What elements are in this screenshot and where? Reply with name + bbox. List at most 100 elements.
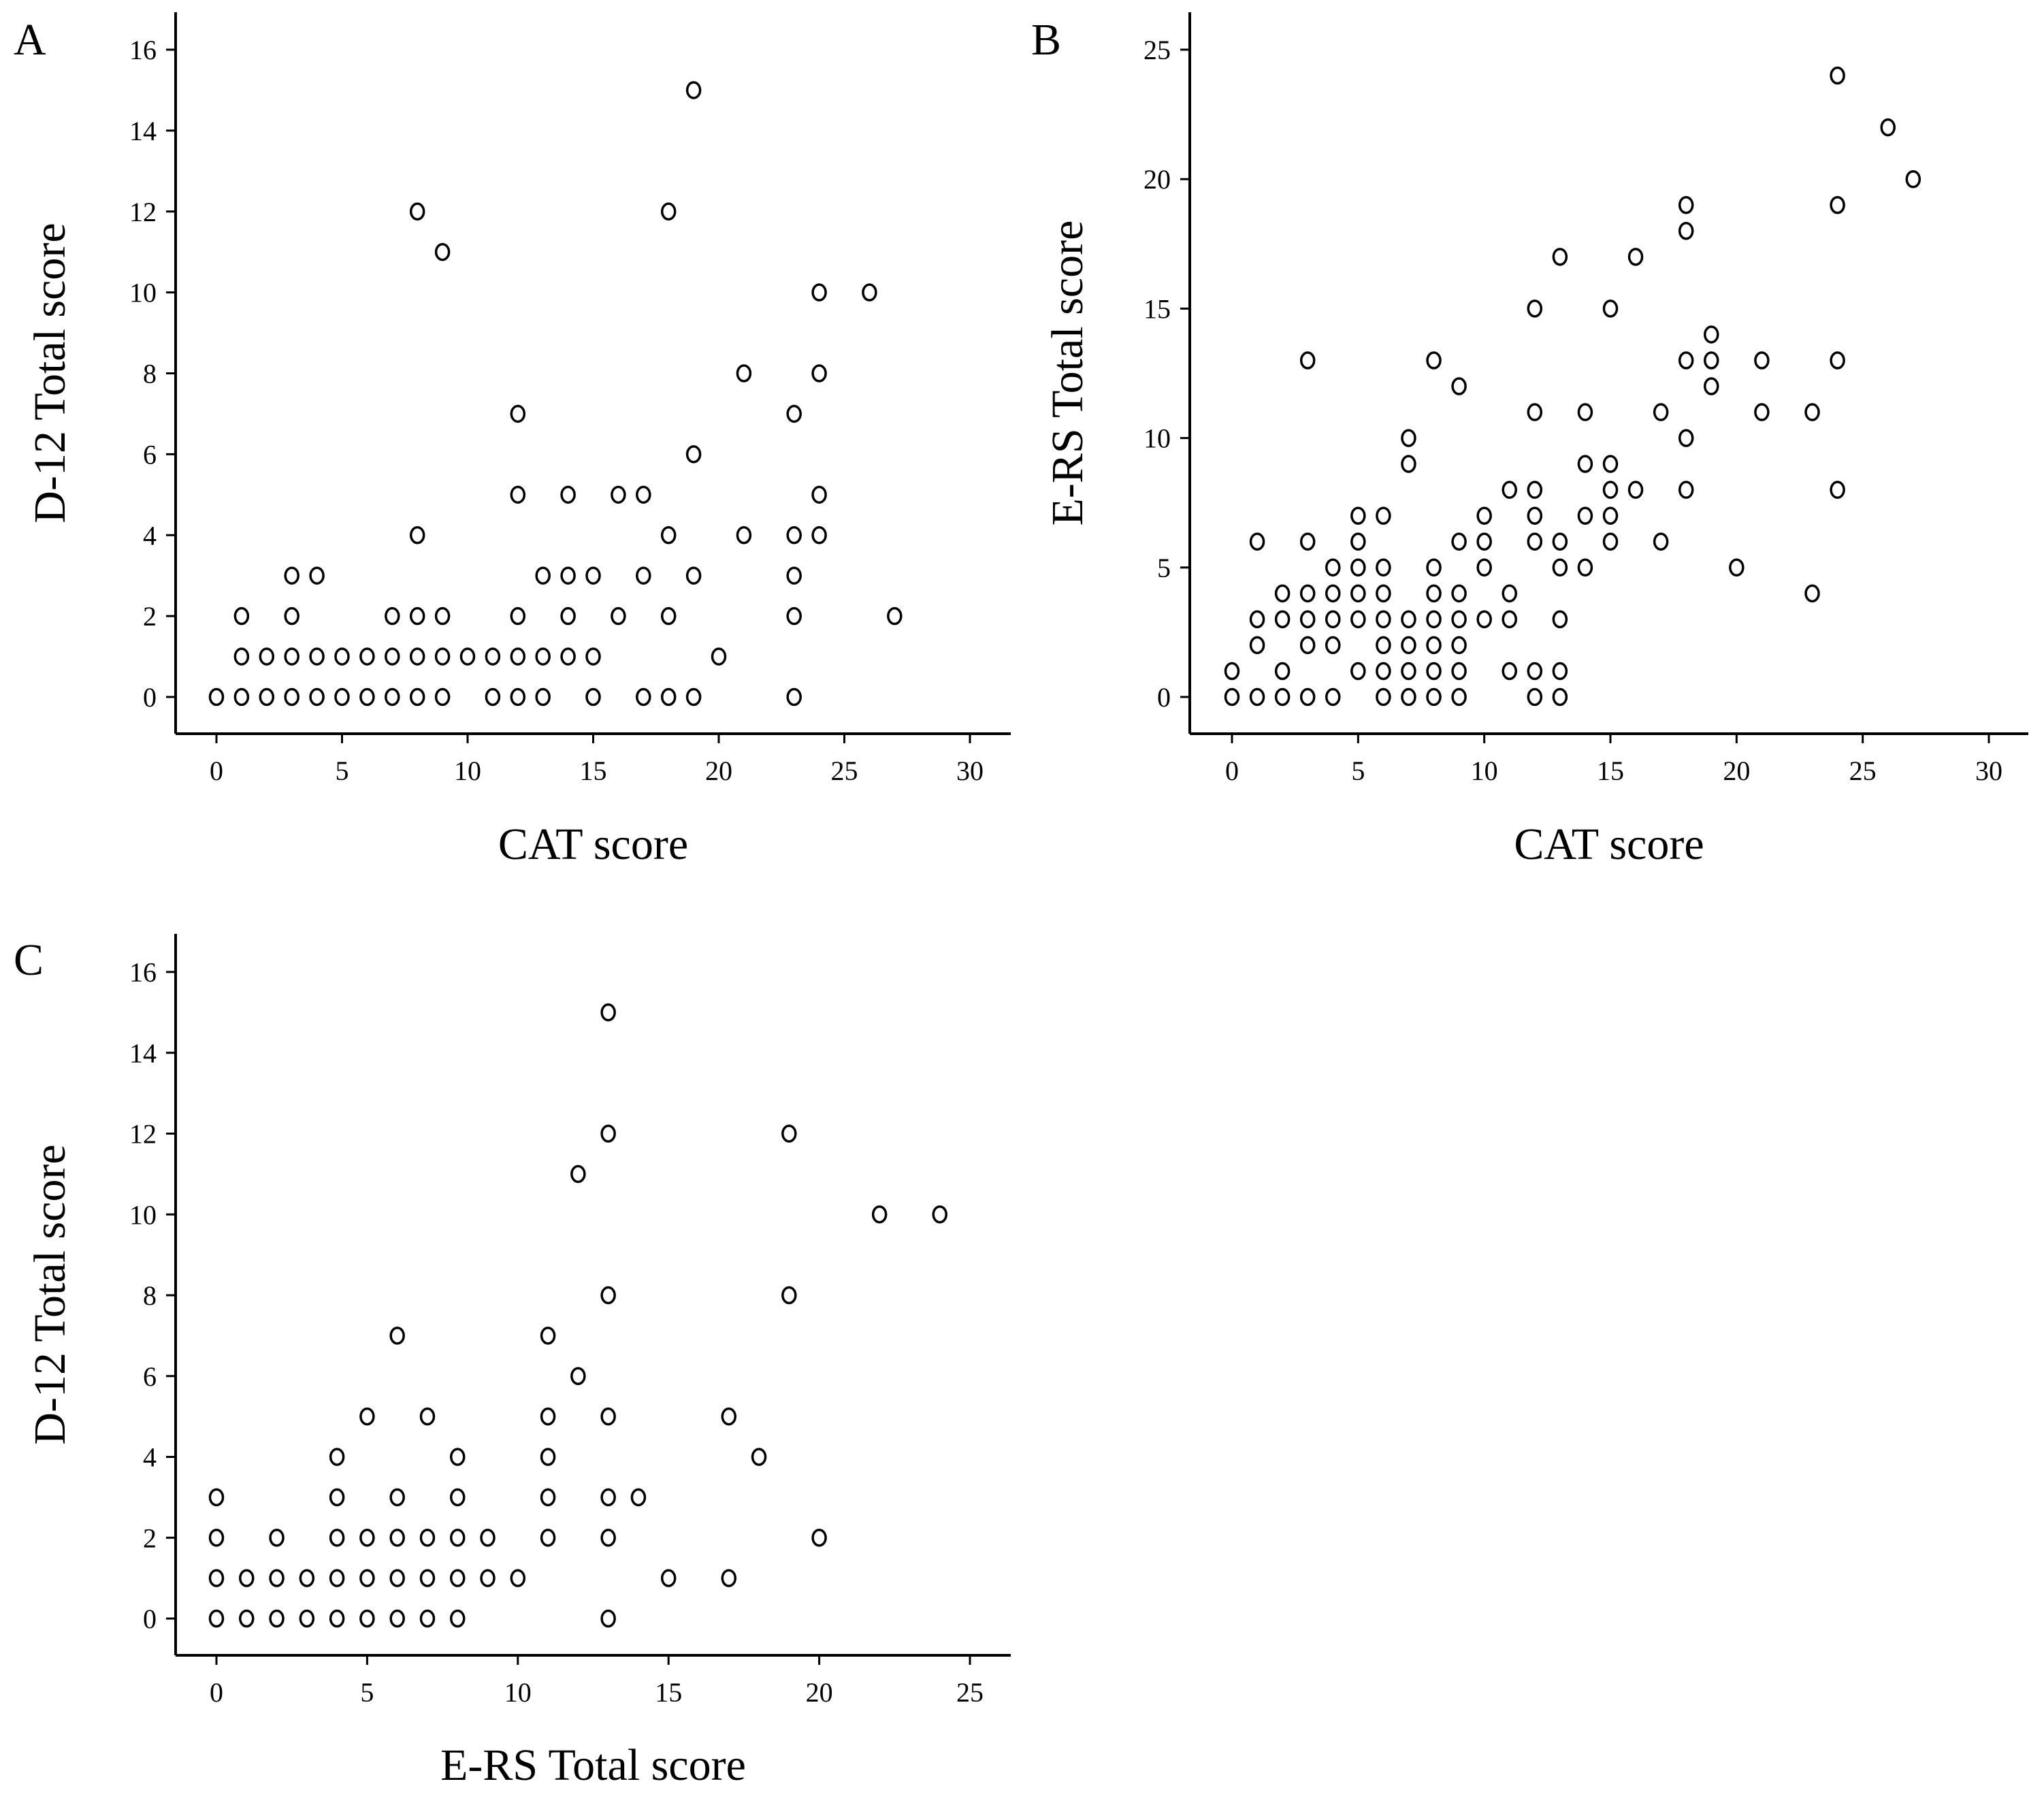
data-point xyxy=(1830,66,1845,85)
data-point xyxy=(1527,687,1543,706)
data-point xyxy=(510,485,526,504)
y-tick-label: 14 xyxy=(129,116,157,146)
y-tick-label: 6 xyxy=(143,1361,157,1392)
data-point xyxy=(239,1569,255,1587)
data-point xyxy=(1249,610,1265,629)
data-point xyxy=(600,1286,616,1305)
y-tick-label: 2 xyxy=(143,601,157,632)
data-point xyxy=(1502,481,1517,499)
y-tick-label: 12 xyxy=(129,197,157,227)
data-point xyxy=(1754,403,1770,421)
data-point xyxy=(1678,222,1694,240)
data-point xyxy=(449,1569,466,1587)
data-point xyxy=(1804,403,1820,421)
data-point xyxy=(560,485,576,504)
data-point xyxy=(721,1569,737,1587)
data-point xyxy=(510,1569,526,1587)
data-point xyxy=(389,1488,405,1507)
x-axis-title: E-RS Total score xyxy=(440,1740,746,1790)
data-point xyxy=(600,1407,616,1426)
y-tick-label: 0 xyxy=(143,1604,157,1634)
data-point xyxy=(1299,532,1316,551)
data-point xyxy=(887,606,903,626)
data-point xyxy=(540,1529,556,1547)
data-point xyxy=(660,526,677,545)
data-point xyxy=(1527,532,1543,551)
data-point xyxy=(299,1609,315,1628)
scatter-panel: 0 5 10 15 20 25 30 0 5 10 15 20 25 CAT score E-RS Tota… xyxy=(1031,12,2028,869)
y-tick-label: 5 xyxy=(1157,553,1171,583)
data-point xyxy=(359,1529,375,1547)
data-point xyxy=(510,647,526,666)
data-point xyxy=(1451,377,1467,395)
panel-label: B xyxy=(1031,15,1061,65)
data-point xyxy=(862,283,877,302)
data-point xyxy=(208,1609,225,1628)
data-point xyxy=(636,566,651,585)
data-point xyxy=(1224,687,1240,706)
data-point xyxy=(1426,687,1442,706)
y-tick-label: 10 xyxy=(129,278,157,308)
data-point xyxy=(685,445,702,464)
data-point xyxy=(540,1448,556,1466)
data-point xyxy=(1678,481,1694,499)
x-tick-label: 20 xyxy=(806,1677,833,1708)
data-point xyxy=(1376,687,1391,706)
data-point xyxy=(636,485,651,504)
data-point xyxy=(1325,584,1341,603)
data-point xyxy=(409,526,425,545)
y-tick-label: 0 xyxy=(143,682,157,713)
data-point xyxy=(1299,687,1316,706)
y-tick-label: 15 xyxy=(1143,293,1171,324)
data-point xyxy=(1577,455,1593,473)
y-tick-label: 12 xyxy=(129,1119,157,1150)
data-point xyxy=(1552,248,1568,266)
data-point xyxy=(389,1529,405,1547)
data-point xyxy=(1401,429,1416,447)
data-point xyxy=(1249,636,1265,655)
data-point xyxy=(1627,481,1644,499)
data-point xyxy=(208,1488,225,1507)
data-point xyxy=(1552,558,1568,577)
data-point xyxy=(208,1569,225,1587)
data-point xyxy=(409,202,425,221)
data-point xyxy=(434,647,451,666)
data-point xyxy=(269,1569,285,1587)
data-point xyxy=(1426,662,1442,681)
data-point xyxy=(1527,662,1543,681)
x-tick-label: 25 xyxy=(1849,756,1877,786)
data-point xyxy=(1401,662,1416,681)
data-point xyxy=(711,647,727,666)
data-point xyxy=(540,1407,556,1426)
data-point xyxy=(1299,351,1316,370)
x-axis-title: CAT score xyxy=(1514,819,1704,869)
data-point xyxy=(1552,662,1568,681)
data-point xyxy=(811,485,827,504)
y-tick-label: 2 xyxy=(143,1523,157,1553)
scatter-panel: 0 5 10 15 20 25 30 0 2 4 6 8 10 12 14 16 CAT score D-12 T… xyxy=(14,12,1011,869)
data-point xyxy=(786,404,802,423)
data-point xyxy=(611,485,626,504)
data-point xyxy=(510,404,526,423)
data-point xyxy=(449,1448,466,1466)
data-point xyxy=(1602,532,1619,551)
data-point xyxy=(811,283,827,302)
data-point xyxy=(1426,558,1442,577)
x-tick-label: 5 xyxy=(360,1677,374,1708)
data-point xyxy=(1627,248,1644,266)
data-point xyxy=(1678,351,1694,370)
y-tick-label: 16 xyxy=(129,957,157,988)
data-point xyxy=(600,1124,616,1143)
data-point xyxy=(721,1407,737,1426)
data-point xyxy=(1527,481,1543,499)
data-point xyxy=(1653,403,1669,421)
data-point xyxy=(1350,662,1366,681)
data-point xyxy=(259,647,275,666)
data-point xyxy=(1350,532,1366,551)
y-tick-label: 16 xyxy=(129,35,157,65)
data-point xyxy=(1426,636,1442,655)
data-point xyxy=(1274,584,1291,603)
y-axis-title: E-RS Total score xyxy=(1043,221,1092,526)
data-point xyxy=(1552,610,1568,629)
data-point xyxy=(1249,687,1265,706)
